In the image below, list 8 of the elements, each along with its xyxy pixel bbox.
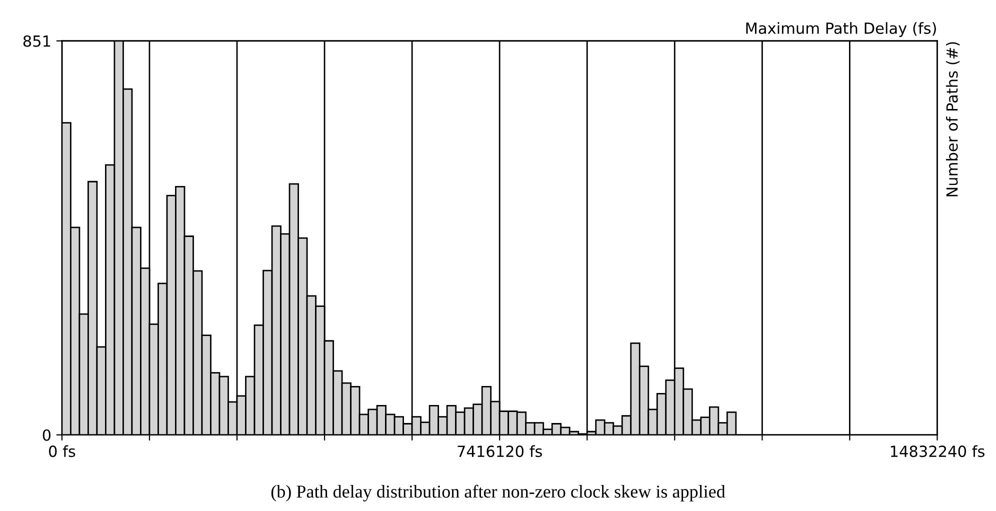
y-axis-title: Number of Paths (#)	[946, 42, 960, 196]
y-tick-label: 0	[42, 429, 51, 441]
text: (b) Path delay distribution after non-zero clock skew is applied	[271, 484, 726, 502]
x-tick-label: 0 fs	[49, 445, 76, 458]
x-tick-label: 7416120 fs	[458, 445, 542, 458]
y-tick-label: 851	[23, 35, 50, 47]
x-tick-label: 14832240 fs	[890, 445, 984, 458]
x-axis-title: Maximum Path Delay (fs)	[746, 22, 936, 37]
